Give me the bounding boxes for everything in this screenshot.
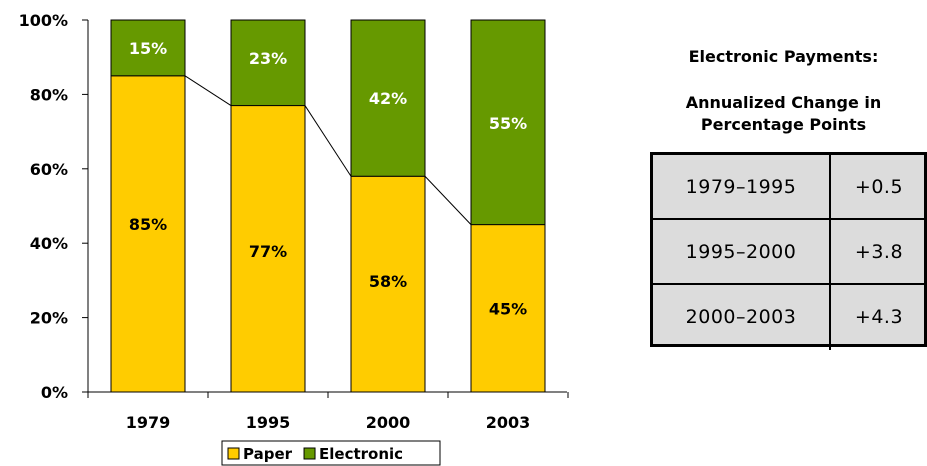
table-row: 1979–1995 +0.5 bbox=[653, 155, 927, 218]
axes: 0% 20% 40% 60% 80% 100% 1979 1995 2000 2003 bbox=[19, 11, 569, 432]
data-labels: 85% 15% 77% 23% 58% 42% 45% 55% bbox=[129, 39, 527, 319]
table-row: 1995–2000 +3.8 bbox=[653, 220, 927, 283]
y-tick-label-20: 20% bbox=[30, 309, 68, 328]
series-line-0 bbox=[184, 75, 232, 106]
change-value-cell: +3.8 bbox=[854, 240, 904, 263]
bar-electronic-1979 bbox=[110, 19, 186, 77]
data-label-electronic-1995: 23% bbox=[249, 49, 287, 68]
row-divider bbox=[653, 283, 927, 285]
side-panel-subtitle: Annualized Change in Percentage Points bbox=[685, 93, 882, 134]
data-label-paper-2003: 45% bbox=[489, 300, 527, 319]
bars-layer bbox=[110, 19, 546, 393]
y-tick-label-40: 40% bbox=[30, 234, 68, 253]
bar-electronic-1995 bbox=[230, 19, 306, 107]
bar-electronic-2000 bbox=[350, 19, 426, 177]
legend-label-electronic: Electronic bbox=[319, 445, 403, 463]
legend-box bbox=[221, 440, 441, 466]
stacked-bar-chart: 85% 15% 77% 23% 58% 42% 45% 55% 0% 20% 40% 60% 80% 1… bbox=[19, 11, 569, 466]
bar-paper-2000 bbox=[350, 175, 426, 393]
y-tick-label-80: 80% bbox=[30, 85, 68, 104]
series-line-2 bbox=[424, 175, 472, 225]
side-panel-title: Electronic Payments: bbox=[688, 47, 879, 66]
y-tick-label-100: 100% bbox=[19, 11, 68, 30]
y-tick-label-60: 60% bbox=[30, 160, 68, 179]
series-lines bbox=[184, 75, 472, 225]
data-label-electronic-2000: 42% bbox=[369, 89, 407, 108]
row-divider bbox=[653, 218, 927, 220]
y-tick-label-0: 0% bbox=[41, 383, 68, 402]
change-value-cell: +4.3 bbox=[854, 305, 904, 328]
change-value-cell: +0.5 bbox=[854, 175, 904, 198]
table-row: 2000–2003 +4.3 bbox=[653, 285, 927, 348]
data-label-paper-1979: 85% bbox=[129, 215, 167, 234]
series-line-1 bbox=[304, 105, 352, 177]
bar-electronic-2003 bbox=[470, 19, 546, 226]
legend: Paper Electronic bbox=[221, 440, 441, 466]
data-label-paper-2000: 58% bbox=[369, 272, 407, 291]
x-tick-label-2003: 2003 bbox=[486, 413, 531, 432]
period-cell: 1979–1995 bbox=[685, 175, 797, 198]
data-label-paper-1995: 77% bbox=[249, 242, 287, 261]
x-tick-label-1995: 1995 bbox=[246, 413, 291, 432]
legend-swatch-electronic bbox=[303, 447, 316, 460]
x-tick-label-1979: 1979 bbox=[126, 413, 171, 432]
data-label-electronic-2003: 55% bbox=[489, 114, 527, 133]
period-cell: 2000–2003 bbox=[685, 305, 797, 328]
legend-label-paper: Paper bbox=[243, 445, 293, 463]
legend-swatch-paper bbox=[227, 447, 240, 460]
annualized-change-table: 1979–1995 +0.5 1995–2000 +3.8 2000–2003 … bbox=[650, 152, 927, 350]
column-divider bbox=[829, 155, 831, 350]
bar-paper-1979 bbox=[110, 75, 186, 393]
period-cell: 1995–2000 bbox=[685, 240, 797, 263]
x-tick-label-2000: 2000 bbox=[366, 413, 411, 432]
data-label-electronic-1979: 15% bbox=[129, 39, 167, 58]
